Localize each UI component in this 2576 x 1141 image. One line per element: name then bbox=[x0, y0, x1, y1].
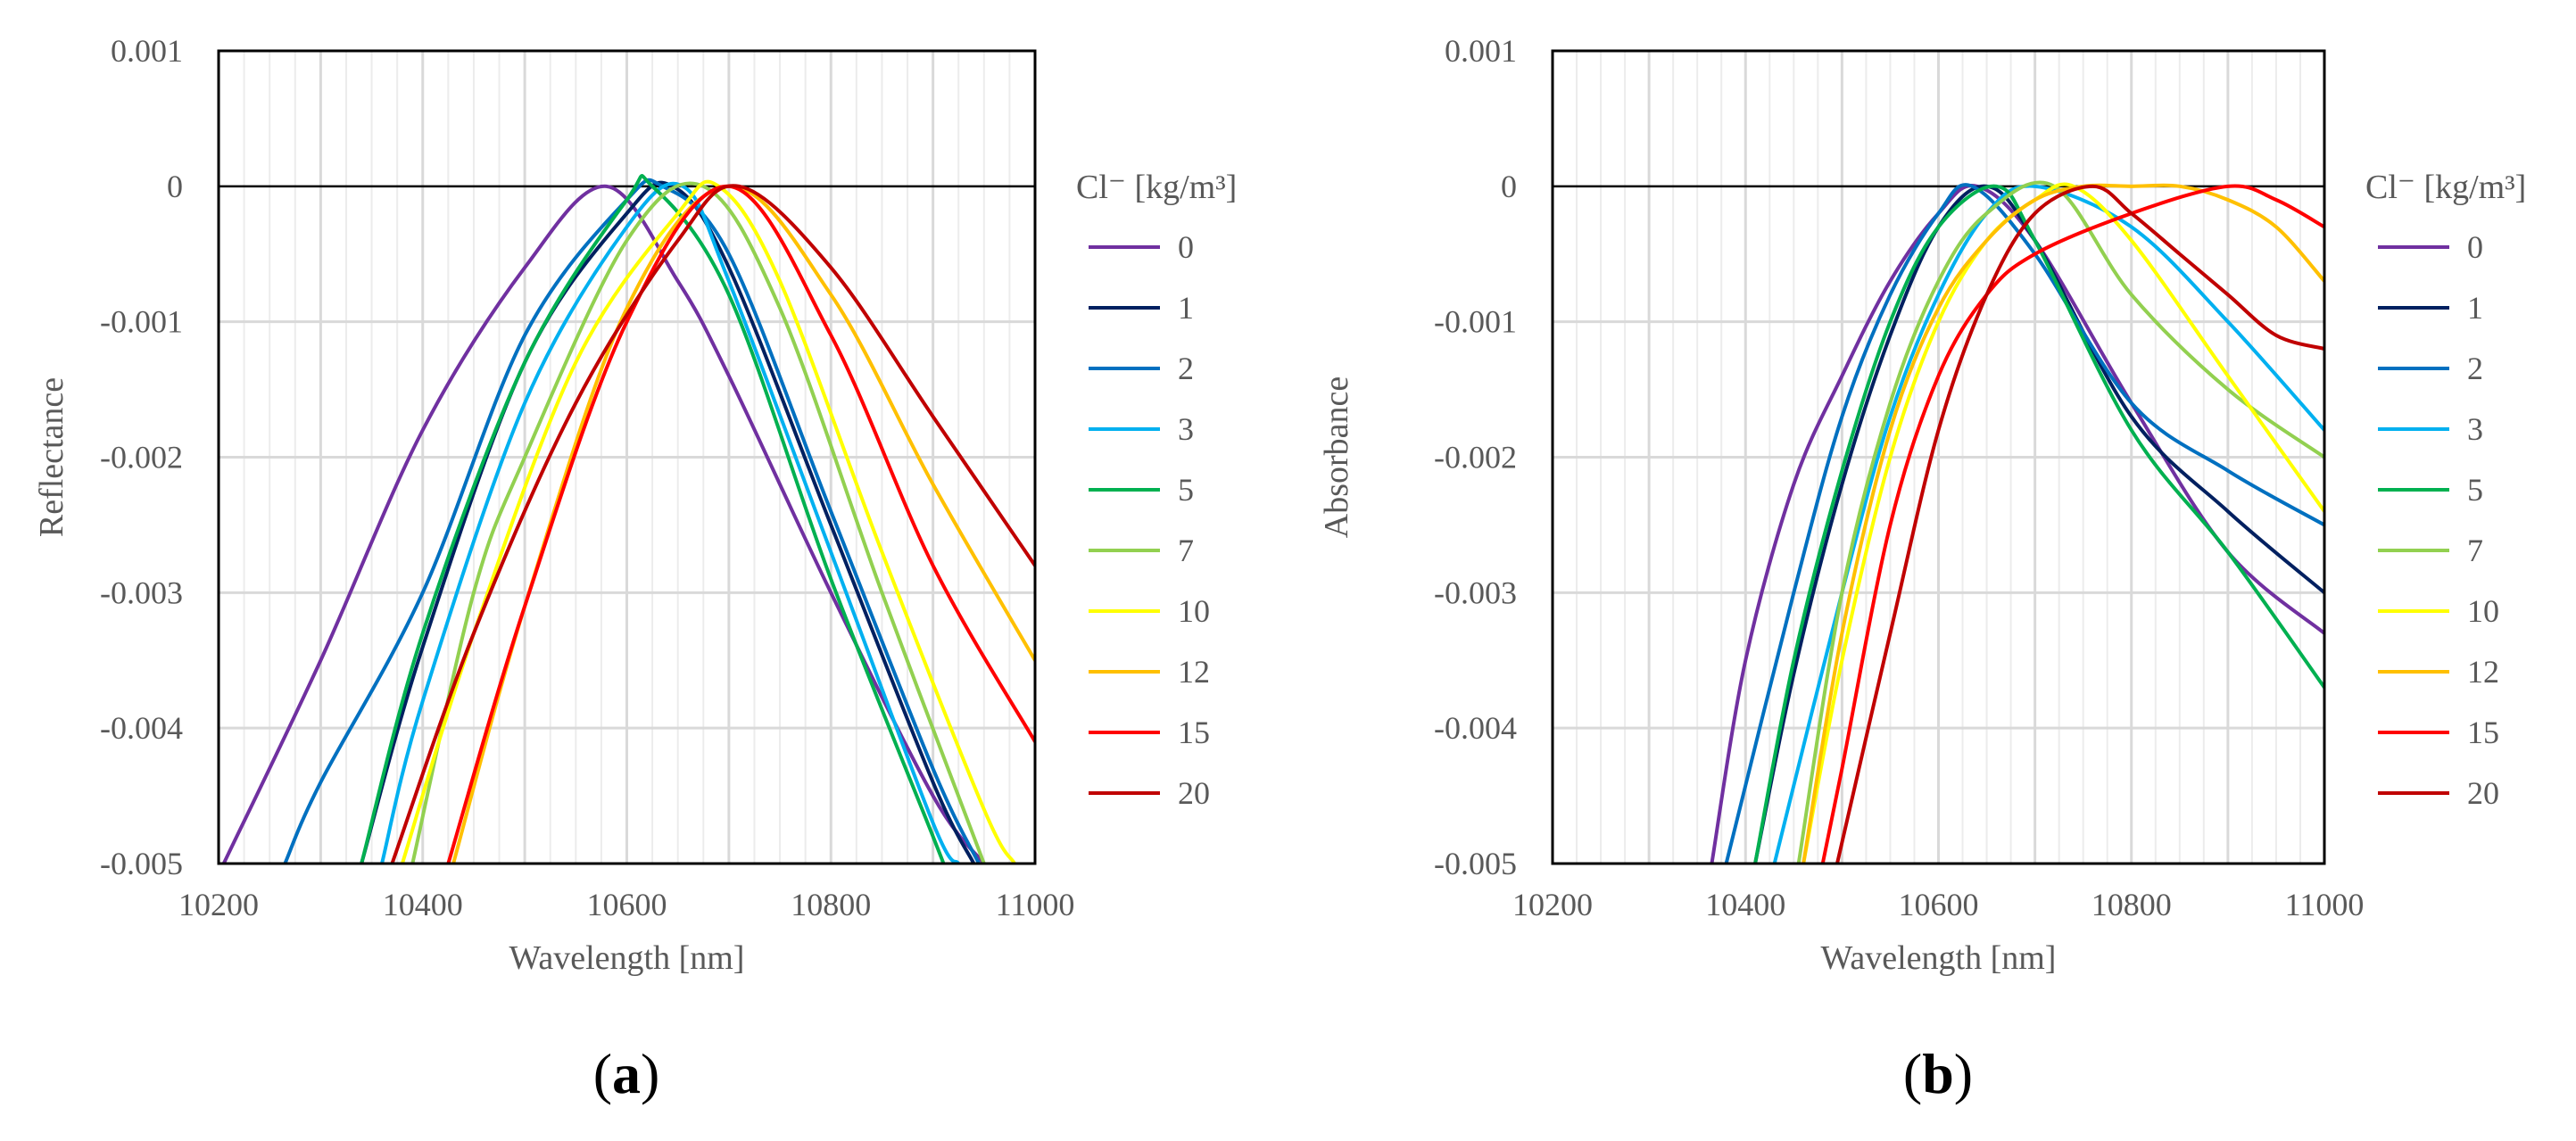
panel-label: (b) bbox=[1903, 1042, 1973, 1105]
y-tick-label: 0.001 bbox=[111, 33, 183, 69]
x-tick-label: 11000 bbox=[2285, 887, 2365, 922]
series-line-20 bbox=[390, 184, 1035, 864]
x-tick-label: 10600 bbox=[587, 887, 667, 922]
plot-area-frame bbox=[1551, 49, 2326, 865]
series-line-0 bbox=[1710, 183, 2324, 864]
legend-label-0: 0 bbox=[2467, 229, 2483, 265]
y-tick-label: 0.001 bbox=[1445, 33, 1517, 69]
legend-label-12: 12 bbox=[1178, 654, 1210, 690]
y-tick-label: -0.004 bbox=[100, 710, 183, 746]
x-tick-label: 10800 bbox=[2091, 887, 2172, 922]
legend-title: Cl⁻ [kg/m³] bbox=[2365, 169, 2526, 206]
legend-label-12: 12 bbox=[2467, 654, 2499, 690]
x-axis-title: Wavelength [nm] bbox=[509, 939, 745, 977]
legend-label-20: 20 bbox=[2467, 775, 2499, 811]
series-line-20 bbox=[1835, 184, 2324, 864]
legend-label-2: 2 bbox=[2467, 351, 2483, 386]
series-line-15 bbox=[1820, 184, 2324, 864]
x-tick-label: 11000 bbox=[996, 887, 1075, 922]
series-line-12 bbox=[1802, 183, 2324, 864]
series-line-1 bbox=[1753, 184, 2324, 864]
x-tick-label: 10400 bbox=[1705, 887, 1785, 922]
legend-label-7: 7 bbox=[2467, 533, 2483, 568]
series-lines bbox=[1710, 180, 2324, 864]
y-tick-label: -0.002 bbox=[1434, 440, 1517, 475]
legend-label-20: 20 bbox=[1178, 775, 1210, 811]
legend-label-3: 3 bbox=[1178, 411, 1194, 447]
major-gridlines bbox=[1553, 51, 2324, 864]
legend-label-0: 0 bbox=[1178, 229, 1194, 265]
legend-label-7: 7 bbox=[1178, 533, 1194, 568]
y-axis-title: Reflectance bbox=[33, 377, 70, 537]
y-tick-label: -0.001 bbox=[100, 304, 183, 340]
panel-label: (a) bbox=[593, 1042, 660, 1105]
legend-label-1: 1 bbox=[2467, 290, 2483, 326]
y-tick-label: -0.002 bbox=[100, 440, 183, 475]
x-tick-label: 10200 bbox=[1512, 887, 1593, 922]
legend-label-10: 10 bbox=[2467, 593, 2499, 629]
y-tick-label: 0 bbox=[1501, 169, 1517, 204]
legend-label-15: 15 bbox=[2467, 715, 2499, 750]
legend-label-15: 15 bbox=[1178, 715, 1210, 750]
y-tick-label: -0.003 bbox=[1434, 575, 1517, 610]
series-line-5 bbox=[1753, 184, 2324, 864]
legend-label-2: 2 bbox=[1178, 351, 1194, 386]
x-axis-title: Wavelength [nm] bbox=[1821, 939, 2057, 977]
series-line-7 bbox=[1796, 180, 2324, 864]
series-line-7 bbox=[410, 181, 986, 864]
series-line-2 bbox=[1724, 183, 2324, 864]
x-tick-label: 10600 bbox=[1899, 887, 1979, 922]
legend-label-1: 1 bbox=[1178, 290, 1194, 326]
series-lines bbox=[221, 174, 1035, 864]
y-tick-label: -0.001 bbox=[1434, 304, 1517, 340]
series-line-3 bbox=[380, 181, 961, 864]
x-tick-label: 10400 bbox=[383, 887, 463, 922]
legend-title: Cl⁻ [kg/m³] bbox=[1076, 169, 1237, 206]
chart-panel-a: 0.0010-0.001-0.002-0.003-0.004-0.0051020… bbox=[33, 33, 1237, 1105]
y-axis-title: Absorbance bbox=[1318, 376, 1355, 538]
legend-label-10: 10 bbox=[1178, 593, 1210, 629]
y-tick-label: -0.005 bbox=[1434, 846, 1517, 881]
x-tick-label: 10800 bbox=[791, 887, 871, 922]
x-tick-label: 10200 bbox=[178, 887, 259, 922]
y-tick-label: -0.003 bbox=[100, 575, 183, 610]
legend-label-3: 3 bbox=[2467, 411, 2483, 447]
plot-area-frame bbox=[217, 49, 1037, 865]
legend-label-5: 5 bbox=[1178, 472, 1194, 508]
y-tick-label: 0 bbox=[167, 169, 183, 204]
chart-panel-b: 0.0010-0.001-0.002-0.003-0.004-0.0051020… bbox=[1318, 33, 2526, 1105]
legend-label-5: 5 bbox=[2467, 472, 2483, 508]
series-line-5 bbox=[360, 174, 946, 864]
y-tick-label: -0.004 bbox=[1434, 710, 1517, 746]
y-tick-label: -0.005 bbox=[100, 846, 183, 881]
